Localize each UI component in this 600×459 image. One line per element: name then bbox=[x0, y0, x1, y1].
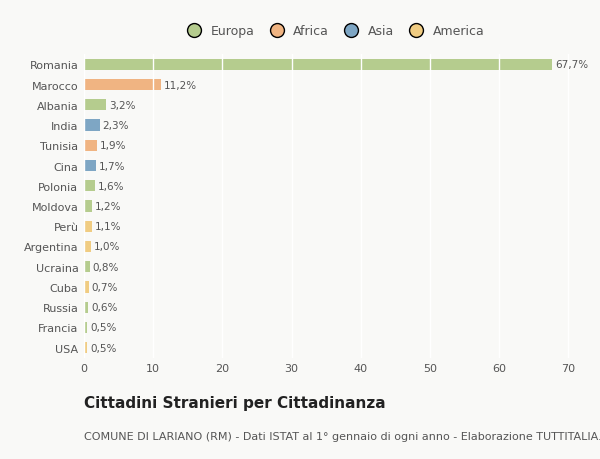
Text: 1,2%: 1,2% bbox=[95, 202, 122, 212]
Text: 1,7%: 1,7% bbox=[98, 161, 125, 171]
Text: 1,6%: 1,6% bbox=[98, 181, 124, 191]
Bar bbox=[84, 161, 96, 172]
Bar bbox=[84, 221, 92, 232]
Text: 1,9%: 1,9% bbox=[100, 141, 127, 151]
Text: 67,7%: 67,7% bbox=[555, 60, 588, 70]
Bar bbox=[84, 302, 88, 313]
Bar bbox=[84, 241, 91, 252]
Text: 0,5%: 0,5% bbox=[90, 343, 116, 353]
Bar bbox=[84, 342, 88, 353]
Legend: Europa, Africa, Asia, America: Europa, Africa, Asia, America bbox=[182, 25, 484, 38]
Bar bbox=[84, 120, 100, 131]
Text: Cittadini Stranieri per Cittadinanza: Cittadini Stranieri per Cittadinanza bbox=[84, 395, 386, 410]
Text: 2,3%: 2,3% bbox=[103, 121, 129, 131]
Text: 1,1%: 1,1% bbox=[94, 222, 121, 232]
Bar bbox=[84, 201, 92, 212]
Bar bbox=[84, 80, 161, 91]
Bar bbox=[84, 60, 552, 71]
Text: 11,2%: 11,2% bbox=[164, 80, 197, 90]
Bar bbox=[84, 322, 88, 333]
Text: 0,6%: 0,6% bbox=[91, 302, 117, 313]
Text: COMUNE DI LARIANO (RM) - Dati ISTAT al 1° gennaio di ogni anno - Elaborazione TU: COMUNE DI LARIANO (RM) - Dati ISTAT al 1… bbox=[84, 431, 600, 442]
Text: 1,0%: 1,0% bbox=[94, 242, 120, 252]
Text: 0,8%: 0,8% bbox=[92, 262, 119, 272]
Text: 0,7%: 0,7% bbox=[92, 282, 118, 292]
Text: 0,5%: 0,5% bbox=[90, 323, 116, 333]
Bar bbox=[84, 262, 89, 273]
Bar bbox=[84, 100, 106, 111]
Bar bbox=[84, 282, 89, 293]
Bar bbox=[84, 181, 95, 192]
Text: 3,2%: 3,2% bbox=[109, 101, 136, 111]
Bar bbox=[84, 140, 97, 151]
